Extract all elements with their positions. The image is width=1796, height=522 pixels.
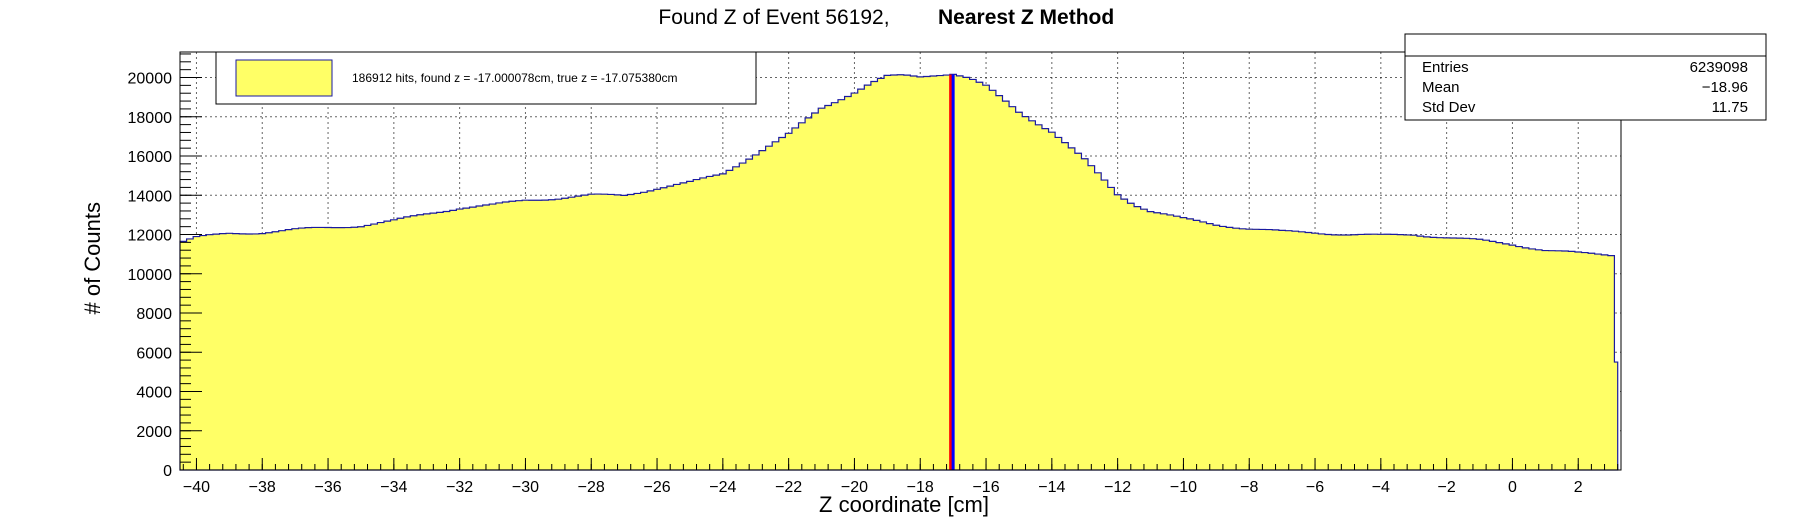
histogram-area [179, 73, 1619, 471]
x-tick-label: −24 [709, 479, 736, 496]
x-tick-label: −16 [972, 479, 999, 496]
y-tick-label: 16000 [128, 149, 173, 166]
legend: 186912 hits, found z = -17.000078cm, tru… [215, 51, 757, 105]
x-tick-label: −20 [841, 479, 868, 496]
y-axis-ticks: 0 2000 4000 6000 8000 10000 12000 14000 16000 180… [128, 53, 202, 480]
x-tick-label: −2 [1438, 479, 1456, 496]
x-tick-label: −4 [1372, 479, 1390, 496]
stats-entries-label: Entries [1422, 59, 1469, 76]
x-tick-label: −32 [446, 479, 473, 496]
y-tick-label: 2000 [136, 424, 172, 441]
y-tick-label: 0 [163, 463, 172, 480]
y-tick-label: 14000 [128, 188, 173, 205]
y-tick-label: 12000 [128, 228, 173, 245]
stats-stddev-label: Std Dev [1422, 99, 1476, 116]
x-tick-label: 2 [1574, 479, 1583, 496]
x-tick-label: −14 [1038, 479, 1065, 496]
x-tick-label: −36 [314, 479, 341, 496]
chart-title-bold: Nearest Z Method [938, 6, 1114, 29]
x-tick-label: −12 [1104, 479, 1131, 496]
x-tick-label: −10 [1170, 479, 1197, 496]
x-tick-label: −6 [1306, 479, 1324, 496]
x-tick-label: −28 [578, 479, 605, 496]
stats-mean-label: Mean [1422, 79, 1460, 96]
x-tick-label: −40 [183, 479, 210, 496]
plot-frame [179, 51, 1622, 471]
stats-box: Entries 6239098 Mean −18.96 Std Dev 11.7… [1404, 33, 1767, 121]
y-axis-title: # of Counts [80, 202, 105, 315]
legend-swatch [235, 59, 333, 97]
x-tick-label: −18 [907, 479, 934, 496]
x-tick-label: −34 [380, 479, 407, 496]
y-tick-label: 6000 [136, 345, 172, 362]
y-tick-label: 4000 [136, 385, 172, 402]
y-tick-label: 8000 [136, 306, 172, 323]
stats-mean-value: −18.96 [1702, 79, 1748, 96]
x-tick-label: 0 [1508, 479, 1517, 496]
stats-entries-value: 6239098 [1690, 59, 1748, 76]
y-tick-label: 20000 [128, 71, 173, 88]
marker-lines [949, 74, 955, 470]
x-tick-label: −26 [643, 479, 670, 496]
x-axis-ticks: −40 −38 −36 −34 −32 −30 −28 −26 −24 −22 −20 −18 −16−… [182, 458, 1619, 496]
histogram-layer [179, 73, 1619, 471]
x-tick-label: −8 [1240, 479, 1258, 496]
chart-title: Found Z of Event 56192, [658, 6, 889, 29]
legend-label: 186912 hits, found z = -17.000078cm, tru… [352, 71, 678, 85]
y-tick-label: 18000 [128, 110, 173, 127]
x-tick-label: −22 [775, 479, 802, 496]
stats-box-frame [1404, 33, 1767, 121]
stats-stddev-value: 11.75 [1712, 99, 1748, 116]
x-tick-label: −38 [249, 479, 276, 496]
x-axis-title: Z coordinate [cm] [819, 492, 989, 517]
y-tick-label: 10000 [128, 267, 173, 284]
x-tick-label: −30 [512, 479, 539, 496]
